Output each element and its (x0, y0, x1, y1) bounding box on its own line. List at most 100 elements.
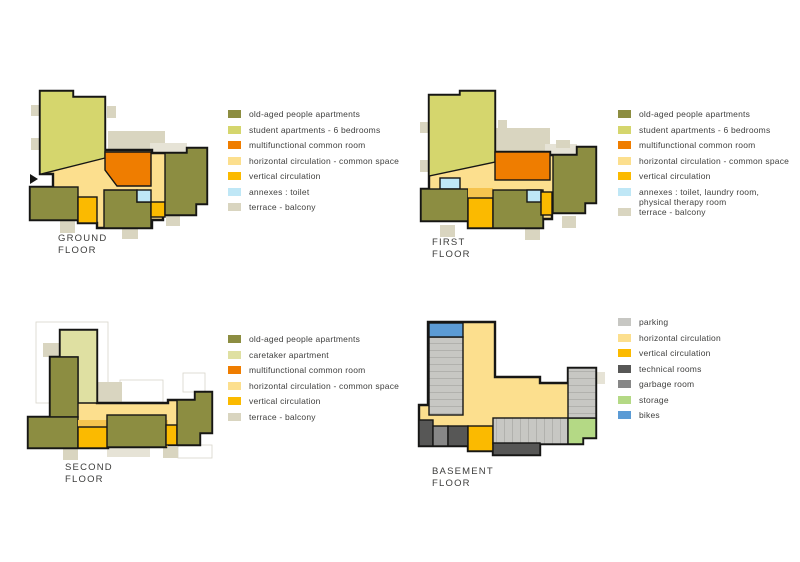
legend-label: terrace - balcony (249, 202, 316, 212)
stairs-area (540, 191, 553, 216)
apartments-block (29, 186, 79, 221)
legend-swatch (618, 207, 631, 216)
legend-item: terrace - balcony (618, 207, 789, 223)
legend-swatch (618, 110, 631, 118)
legend-item: storage (618, 395, 721, 411)
garbage-room (432, 425, 449, 447)
ground-floor-title: GROUND FLOOR (58, 233, 108, 256)
legend-label: caretaker apartment (249, 349, 329, 360)
legend-swatch (228, 141, 241, 149)
legend-swatch (618, 395, 631, 404)
stairs-area (467, 197, 494, 229)
legend-item: multifunctional common room (228, 140, 399, 156)
legend-label: vertical circulation (639, 348, 711, 358)
legend-item: terrace - balcony (228, 202, 399, 218)
legend-label: student apartments - 6 bedrooms (639, 124, 771, 135)
legend-item: multifunctional common room (618, 140, 789, 156)
legend-item: horizontal circulation - common space (618, 156, 789, 172)
legend-swatch (618, 318, 631, 326)
stairs-area (150, 201, 166, 218)
legend-swatch (618, 333, 631, 342)
stairs-area (77, 196, 98, 224)
legend-swatch (228, 350, 241, 359)
legend-label: terrace - balcony (249, 411, 316, 422)
second-floor-plan (26, 321, 214, 460)
first-floor-title: FIRST FLOOR (432, 237, 471, 260)
basement-floor-plan (417, 320, 605, 457)
legend-label: vertical circulation (249, 171, 321, 181)
legend-item: parking (618, 317, 721, 333)
legend-label: multifunctional common room (639, 140, 756, 150)
first-terraces (420, 120, 577, 240)
legend-swatch (618, 364, 631, 373)
legend-item: annexes : toilet (228, 187, 399, 203)
legend-label: parking (639, 317, 669, 327)
legend-label: vertical circulation (249, 396, 321, 406)
second-floor-legend: old-aged people apartments caretaker apa… (228, 334, 399, 427)
legend-swatch (228, 172, 241, 180)
legend-label: student apartments - 6 bedrooms (249, 124, 381, 135)
legend-swatch (618, 411, 631, 419)
apartments-block (106, 414, 167, 448)
legend-swatch (228, 412, 241, 421)
apartments-tower (49, 356, 79, 418)
ground-floor-plan (28, 89, 209, 239)
legend-swatch (228, 110, 241, 118)
legend-label: multifunctional common room (249, 140, 366, 150)
annex-room (526, 189, 542, 203)
legend-swatch (228, 397, 241, 405)
technical-room (447, 425, 469, 447)
legend-item: annexes : toilet, laundry room, physical… (618, 187, 789, 207)
legend-item: vertical circulation (228, 396, 399, 412)
second-floor-title: SECOND FLOOR (65, 462, 113, 485)
legend-label: storage (639, 394, 669, 405)
second-terraces (43, 343, 178, 460)
legend-item: caretaker apartment (228, 350, 399, 366)
legend-item: old-aged people apartments (618, 109, 789, 125)
legend-label: garbage room (639, 379, 695, 389)
legend-item: old-aged people apartments (228, 334, 399, 350)
legend-swatch (228, 156, 241, 165)
legend-label: horizontal circulation (639, 332, 721, 343)
parking-area (492, 417, 569, 445)
apartments-block (420, 188, 469, 222)
bikes-area (428, 322, 464, 338)
common-room-area (494, 151, 551, 181)
legend-swatch (228, 366, 241, 374)
basement-floor-legend: parking horizontal circulation vertical … (618, 317, 721, 426)
legend-item: student apartments - 6 bedrooms (228, 125, 399, 141)
legend-item: terrace - balcony (228, 412, 399, 428)
legend-item: garbage room (618, 379, 721, 395)
legend-label: old-aged people apartments (249, 334, 361, 344)
legend-swatch (618, 156, 631, 165)
legend-swatch (618, 172, 631, 180)
legend-swatch (228, 187, 241, 196)
legend-swatch (618, 125, 631, 134)
apartments-block (27, 416, 79, 449)
legend-item: old-aged people apartments (228, 109, 399, 125)
parking-area (428, 336, 464, 416)
legend-label: horizontal circulation - common space (639, 155, 790, 166)
legend-label: horizontal circulation - common space (249, 155, 400, 166)
legend-swatch (228, 203, 241, 211)
legend-swatch (618, 187, 631, 196)
legend-item: vertical circulation (618, 348, 721, 364)
entrance-arrow-icon (30, 174, 38, 184)
apartments-wing (552, 146, 597, 214)
basement-floor-title: BASEMENT FLOOR (432, 466, 494, 489)
legend-label: annexes : toilet (249, 186, 310, 197)
student-apartments-area (428, 90, 496, 177)
legend-item: horizontal circulation (618, 333, 721, 349)
legend-item: student apartments - 6 bedrooms (618, 125, 789, 141)
legend-item: technical rooms (618, 364, 721, 380)
legend-item: bikes (618, 410, 721, 426)
legend-item: multifunctional common room (228, 365, 399, 381)
legend-label: horizontal circulation - common space (249, 380, 400, 391)
basement-terrace (596, 372, 605, 384)
technical-room (492, 442, 541, 456)
stairs-area (77, 426, 109, 449)
legend-label: annexes : toilet, laundry room, physical… (639, 186, 760, 207)
legend-label: multifunctional common room (249, 365, 366, 375)
ground-terraces (31, 105, 187, 239)
